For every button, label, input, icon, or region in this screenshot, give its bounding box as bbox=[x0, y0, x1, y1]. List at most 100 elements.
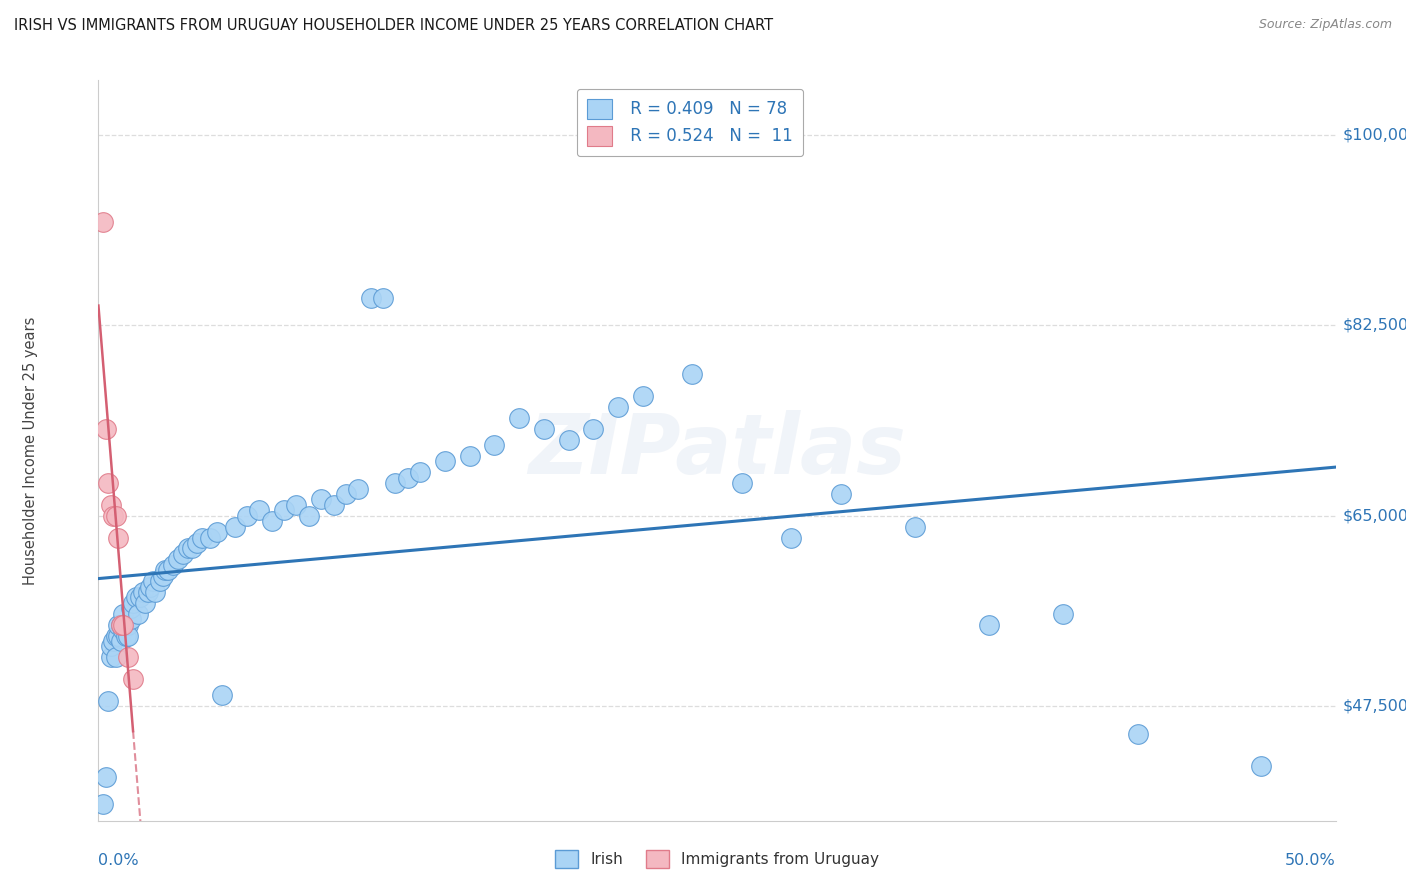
Legend: Irish, Immigrants from Uruguay: Irish, Immigrants from Uruguay bbox=[547, 842, 887, 876]
Point bbox=[97, 476, 120, 491]
Point bbox=[117, 617, 139, 632]
Point bbox=[107, 531, 129, 545]
Point bbox=[143, 585, 166, 599]
Point bbox=[134, 596, 156, 610]
Point bbox=[273, 503, 295, 517]
Point bbox=[155, 563, 177, 577]
Text: IRISH VS IMMIGRANTS FROM URUGUAY HOUSEHOLDER INCOME UNDER 25 YEARS CORRELATION C: IRISH VS IMMIGRANTS FROM URUGUAY HOUSEHO… bbox=[14, 18, 773, 33]
Point bbox=[371, 291, 394, 305]
Point bbox=[384, 476, 406, 491]
Text: 0.0%: 0.0% bbox=[98, 854, 139, 868]
Point bbox=[205, 525, 228, 540]
Point bbox=[110, 634, 132, 648]
Point bbox=[112, 623, 135, 637]
Point bbox=[124, 591, 146, 605]
Point bbox=[166, 552, 188, 566]
Text: $65,000: $65,000 bbox=[1343, 508, 1406, 524]
Point bbox=[110, 617, 132, 632]
Point bbox=[433, 454, 456, 468]
Point bbox=[731, 476, 754, 491]
Point bbox=[107, 617, 129, 632]
Point bbox=[176, 541, 198, 556]
Point bbox=[396, 471, 419, 485]
Point bbox=[191, 531, 214, 545]
Point bbox=[247, 503, 270, 517]
Point bbox=[181, 541, 204, 556]
Point bbox=[114, 617, 136, 632]
Point bbox=[198, 531, 221, 545]
Point bbox=[132, 585, 155, 599]
Point bbox=[904, 519, 927, 533]
Point bbox=[322, 498, 344, 512]
Point bbox=[830, 487, 852, 501]
Point bbox=[533, 422, 555, 436]
Point bbox=[103, 508, 125, 523]
Point bbox=[104, 508, 127, 523]
Point bbox=[100, 640, 122, 654]
Point bbox=[484, 438, 506, 452]
Point bbox=[104, 628, 127, 642]
Text: 50.0%: 50.0% bbox=[1285, 854, 1336, 868]
Point bbox=[110, 617, 132, 632]
Point bbox=[104, 650, 127, 665]
Point bbox=[114, 628, 136, 642]
Point bbox=[156, 563, 179, 577]
Point bbox=[631, 389, 654, 403]
Point bbox=[360, 291, 382, 305]
Point bbox=[211, 689, 233, 703]
Point bbox=[142, 574, 165, 588]
Point bbox=[582, 422, 605, 436]
Point bbox=[117, 650, 139, 665]
Point bbox=[94, 422, 117, 436]
Point bbox=[136, 585, 159, 599]
Point bbox=[107, 628, 129, 642]
Point bbox=[93, 215, 115, 229]
Point bbox=[458, 449, 481, 463]
Point bbox=[298, 508, 321, 523]
Point bbox=[508, 410, 530, 425]
Point bbox=[607, 400, 630, 414]
Point bbox=[100, 498, 122, 512]
Point bbox=[93, 797, 115, 812]
Point bbox=[409, 465, 432, 479]
Point bbox=[285, 498, 308, 512]
Point bbox=[236, 508, 259, 523]
Point bbox=[152, 568, 174, 582]
Point bbox=[780, 531, 803, 545]
Point bbox=[149, 574, 172, 588]
Point bbox=[127, 607, 149, 621]
Point bbox=[681, 368, 703, 382]
Point bbox=[1250, 759, 1272, 773]
Point bbox=[172, 547, 194, 561]
Point bbox=[309, 492, 332, 507]
Text: ZIPatlas: ZIPatlas bbox=[529, 410, 905, 491]
Point bbox=[97, 694, 120, 708]
Point bbox=[557, 433, 579, 447]
Point bbox=[347, 482, 370, 496]
Point bbox=[186, 536, 208, 550]
Point bbox=[1126, 726, 1149, 740]
Point bbox=[1052, 607, 1074, 621]
Point bbox=[139, 580, 162, 594]
Point bbox=[129, 591, 152, 605]
Point bbox=[112, 617, 135, 632]
Point bbox=[120, 612, 142, 626]
Point bbox=[224, 519, 246, 533]
Point bbox=[112, 607, 135, 621]
Point bbox=[117, 628, 139, 642]
Point bbox=[122, 596, 145, 610]
Text: $100,000: $100,000 bbox=[1343, 128, 1406, 142]
Point bbox=[122, 672, 145, 686]
Text: $82,500: $82,500 bbox=[1343, 318, 1406, 333]
Point bbox=[260, 514, 283, 528]
Text: Householder Income Under 25 years: Householder Income Under 25 years bbox=[22, 317, 38, 584]
Point bbox=[120, 601, 142, 615]
Point bbox=[103, 634, 125, 648]
Point bbox=[100, 650, 122, 665]
Point bbox=[162, 558, 184, 572]
Text: $47,500: $47,500 bbox=[1343, 698, 1406, 714]
Point bbox=[979, 617, 1001, 632]
Point bbox=[94, 770, 117, 784]
Text: Source: ZipAtlas.com: Source: ZipAtlas.com bbox=[1258, 18, 1392, 31]
Point bbox=[335, 487, 357, 501]
